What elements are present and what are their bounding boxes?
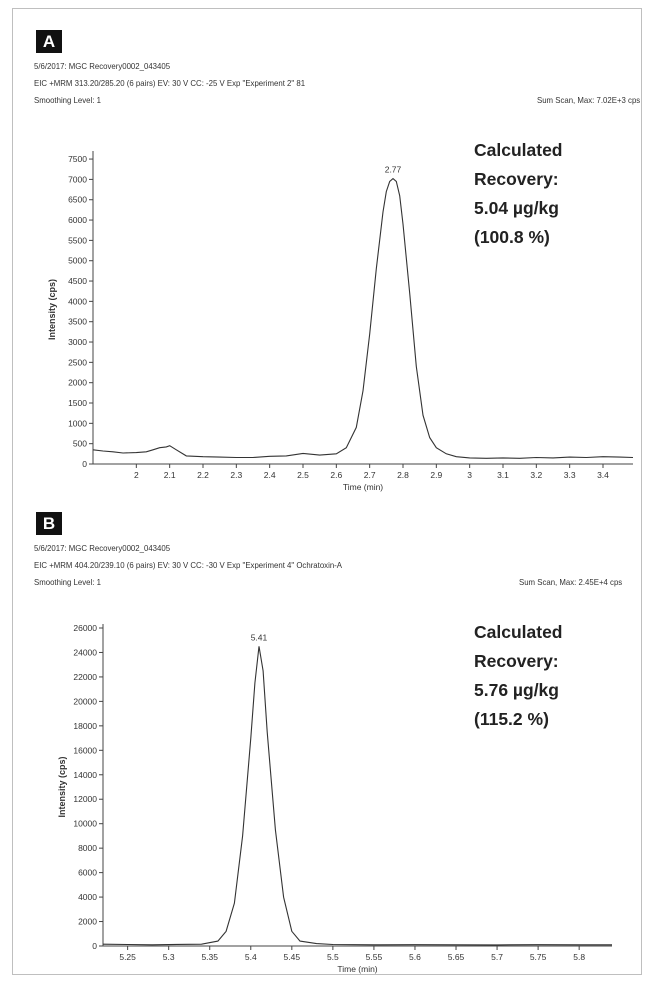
callout-line: (115.2 %) xyxy=(474,709,549,729)
figure-frame xyxy=(12,8,642,975)
smoothing-level-line: Smoothing Level: 1 xyxy=(34,577,101,587)
chromatogram-chart-b: 0 2000 4000 6000 8000 10000 12000 14000 16000 180… xyxy=(57,623,612,974)
y-tick-label: 3500 xyxy=(68,317,87,327)
x-tick-label: 5.7 xyxy=(491,952,503,962)
x-tick-label: 2.7 xyxy=(364,470,376,480)
y-tick-label: 3000 xyxy=(68,337,87,347)
run-info-line: 5/6/2017: MGC Recovery0002_043405 xyxy=(34,61,171,71)
y-tick-label: 16000 xyxy=(73,745,97,755)
callout-line: Calculated xyxy=(474,622,563,642)
callout-line: 5.04 µg/kg xyxy=(474,198,559,218)
recovery-callout: Calculated Recovery: 5.04 µg/kg (100.8 %… xyxy=(474,136,563,252)
y-tick-label: 14000 xyxy=(73,770,97,780)
x-tick-label: 2.2 xyxy=(197,470,209,480)
x-tick-label: 2.6 xyxy=(330,470,342,480)
x-tick-label: 5.4 xyxy=(245,952,257,962)
y-tick-label: 4000 xyxy=(78,892,97,902)
y-tick-label: 20000 xyxy=(73,696,97,706)
x-tick-label: 5.65 xyxy=(448,952,465,962)
y-tick-label: 24000 xyxy=(73,647,97,657)
y-tick-label: 0 xyxy=(82,459,87,469)
eic-info-line: EIC +MRM 313.20/285.20 (6 pairs) EV: 30 … xyxy=(34,78,306,88)
x-tick-label: 5.45 xyxy=(284,952,301,962)
y-tick-label: 2000 xyxy=(68,378,87,388)
callout-line: (100.8 %) xyxy=(474,227,550,247)
x-tick-label: 5.8 xyxy=(573,952,585,962)
callout-line: Calculated xyxy=(474,140,563,160)
y-tick-label: 7500 xyxy=(68,154,87,164)
x-tick-label: 5.5 xyxy=(327,952,339,962)
x-axis-label: Time (min) xyxy=(337,964,377,974)
x-tick-label: 5.25 xyxy=(119,952,136,962)
x-tick-label: 5.35 xyxy=(201,952,218,962)
x-tick-label: 2.8 xyxy=(397,470,409,480)
x-tick-label: 2.1 xyxy=(164,470,176,480)
sum-scan-info: Sum Scan, Max: 7.02E+3 cps xyxy=(536,95,640,105)
y-tick-label: 500 xyxy=(73,439,87,449)
panel-b: B 5/6/2017: MGC Recovery0002_043405 EIC … xyxy=(0,490,654,983)
y-tick-label: 4500 xyxy=(68,276,87,286)
callout-line: Recovery: xyxy=(474,169,559,189)
y-tick-label: 0 xyxy=(92,941,97,951)
x-tick-label: 3.2 xyxy=(530,470,542,480)
y-tick-label: 26000 xyxy=(73,623,97,633)
x-tick-label: 2.3 xyxy=(230,470,242,480)
chromatogram-chart-a: 0 500 1000 1500 2000 2500 3000 3500 4000 4500 5000… xyxy=(47,151,634,492)
y-tick-label: 5000 xyxy=(68,256,87,266)
y-tick-label: 22000 xyxy=(73,672,97,682)
peak-label: 5.41 xyxy=(251,632,268,642)
panel-badge: B xyxy=(36,512,62,535)
peak-label: 2.77 xyxy=(385,165,402,175)
y-tick-label: 5500 xyxy=(68,235,87,245)
y-axis-label: Intensity (cps) xyxy=(57,756,67,817)
x-axis-label: Time (min) xyxy=(343,482,383,492)
x-tick-label: 3 xyxy=(467,470,472,480)
x-tick-label: 3.4 xyxy=(597,470,609,480)
sum-scan-info: Sum Scan, Max: 2.45E+4 cps xyxy=(518,577,622,587)
y-tick-label: 10000 xyxy=(73,819,97,829)
x-tick-label: 2.5 xyxy=(297,470,309,480)
y-axis-label: Intensity (cps) xyxy=(47,279,57,340)
y-tick-label: 2000 xyxy=(78,917,97,927)
y-tick-label: 6000 xyxy=(68,215,87,225)
recovery-callout: Calculated Recovery: 5.76 µg/kg (115.2 %… xyxy=(474,618,563,734)
x-tick-label: 5.55 xyxy=(366,952,383,962)
x-tick-label: 2 xyxy=(134,470,139,480)
y-tick-label: 6500 xyxy=(68,195,87,205)
y-tick-label: 1500 xyxy=(68,398,87,408)
x-tick-label: 3.1 xyxy=(497,470,509,480)
y-tick-label: 18000 xyxy=(73,721,97,731)
y-tick-label: 8000 xyxy=(78,843,97,853)
panel-a: A 5/6/2017: MGC Recovery0002_043405 EIC … xyxy=(0,0,654,492)
x-tick-label: 2.4 xyxy=(264,470,276,480)
x-tick-label: 3.3 xyxy=(564,470,576,480)
eic-info-line: EIC +MRM 404.20/239.10 (6 pairs) EV: 30 … xyxy=(34,560,342,570)
panel-badge: A xyxy=(36,30,62,53)
y-tick-label: 12000 xyxy=(73,794,97,804)
x-tick-label: 5.6 xyxy=(409,952,421,962)
callout-line: 5.76 µg/kg xyxy=(474,680,559,700)
y-tick-label: 1000 xyxy=(68,418,87,428)
chromatogram-trace xyxy=(92,177,634,459)
run-info-line: 5/6/2017: MGC Recovery0002_043405 xyxy=(34,543,171,553)
x-tick-label: 5.3 xyxy=(163,952,175,962)
callout-line: Recovery: xyxy=(474,651,559,671)
y-tick-label: 4000 xyxy=(68,296,87,306)
y-tick-label: 2500 xyxy=(68,357,87,367)
x-tick-label: 2.9 xyxy=(430,470,442,480)
x-tick-label: 5.75 xyxy=(530,952,547,962)
smoothing-level-line: Smoothing Level: 1 xyxy=(34,95,101,105)
chromatogram-trace xyxy=(102,646,612,946)
y-tick-label: 6000 xyxy=(78,868,97,878)
y-tick-label: 7000 xyxy=(68,174,87,184)
